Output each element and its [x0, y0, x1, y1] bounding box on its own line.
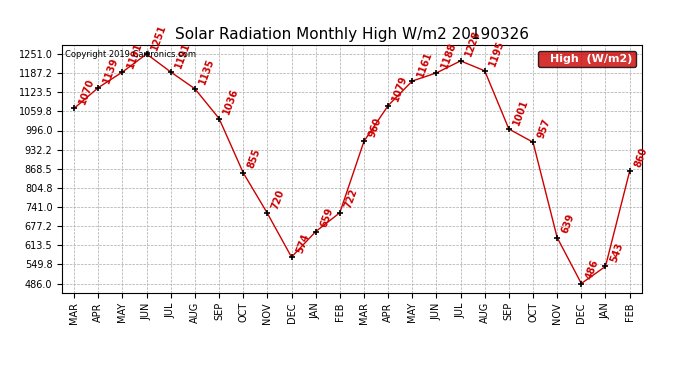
- Text: 1036: 1036: [222, 87, 241, 116]
- Text: 1191: 1191: [126, 40, 144, 69]
- Title: Solar Radiation Monthly High W/m2 20190326: Solar Radiation Monthly High W/m2 201903…: [175, 27, 529, 42]
- Text: 1161: 1161: [415, 50, 434, 78]
- Text: 855: 855: [246, 147, 262, 170]
- Text: 722: 722: [343, 188, 359, 210]
- Text: 639: 639: [560, 212, 576, 235]
- Text: 574: 574: [295, 232, 310, 254]
- Text: 860: 860: [633, 146, 649, 168]
- Text: 1188: 1188: [440, 41, 458, 70]
- Text: 1070: 1070: [77, 77, 96, 105]
- Text: 1135: 1135: [198, 57, 217, 86]
- Text: 960: 960: [367, 116, 383, 138]
- Text: 1139: 1139: [101, 56, 120, 85]
- Text: 1079: 1079: [391, 74, 410, 103]
- Legend: High  (W/m2): High (W/m2): [538, 51, 636, 67]
- Text: 720: 720: [270, 188, 286, 210]
- Text: 957: 957: [536, 117, 552, 140]
- Text: 1191: 1191: [174, 40, 193, 69]
- Text: 1251: 1251: [150, 22, 168, 51]
- Text: Copyright 2019 Cartronics.com: Copyright 2019 Cartronics.com: [65, 50, 196, 59]
- Text: 659: 659: [319, 206, 335, 229]
- Text: 1228: 1228: [464, 29, 482, 58]
- Text: 486: 486: [584, 258, 600, 281]
- Text: 1001: 1001: [512, 98, 531, 126]
- Text: 1195: 1195: [488, 39, 506, 68]
- Text: 543: 543: [609, 241, 624, 264]
